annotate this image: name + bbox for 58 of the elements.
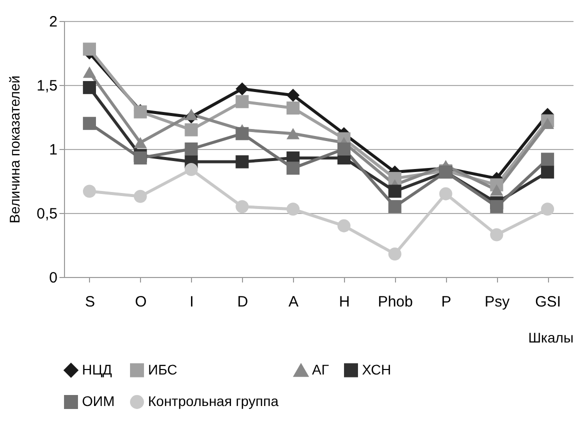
point	[490, 184, 504, 196]
y-tick-label: 0,5	[36, 206, 58, 222]
x-tick-label: O	[135, 294, 147, 310]
point	[82, 116, 96, 130]
point	[82, 81, 96, 94]
point	[134, 136, 147, 148]
point	[490, 200, 504, 214]
point	[184, 162, 198, 176]
point	[134, 151, 147, 164]
legend-label: НЦД	[82, 361, 112, 378]
point	[184, 123, 198, 136]
point	[286, 162, 300, 175]
y-tick-label: 1,5	[36, 78, 58, 94]
point	[184, 108, 198, 120]
legend-label: ИБС	[148, 361, 178, 378]
x-axis-title: Шкалы	[528, 330, 574, 346]
point	[184, 142, 198, 156]
point	[82, 66, 96, 78]
point	[286, 202, 300, 216]
x-tick-label: Phob	[378, 294, 413, 310]
point	[541, 152, 554, 166]
y-tick-label: 2	[49, 14, 58, 30]
point	[541, 166, 554, 179]
point	[286, 88, 300, 102]
x-tick-label: S	[84, 294, 95, 310]
x-tick-label: D	[237, 294, 248, 310]
y-tick-label: 0	[49, 270, 58, 286]
x-tick-label: A	[288, 294, 299, 310]
point	[82, 184, 96, 198]
point	[82, 42, 96, 56]
point	[439, 187, 452, 200]
legend-label: АГ	[312, 362, 330, 378]
x-tick-label: I	[190, 294, 194, 310]
point	[286, 128, 300, 140]
x-tick-label: H	[339, 294, 350, 310]
point	[236, 95, 249, 108]
point	[236, 155, 249, 168]
point	[388, 247, 402, 260]
y-tick-label: 1	[49, 142, 58, 158]
point	[490, 228, 504, 242]
point	[337, 219, 350, 232]
point	[337, 142, 350, 156]
x-tick-label: Psy	[484, 294, 510, 310]
point	[236, 82, 249, 96]
x-tick-label: GSI	[535, 294, 561, 310]
y-axis-title: Величина показателей	[6, 76, 23, 224]
legend-label: ОИМ	[82, 393, 115, 409]
point	[236, 127, 249, 140]
point	[541, 118, 554, 130]
legend-label: Контрольная группа	[148, 393, 279, 409]
point	[236, 200, 249, 214]
point	[286, 102, 300, 115]
legend-label: ХСН	[362, 361, 392, 378]
point	[134, 190, 147, 203]
x-tick-label: P	[441, 294, 452, 310]
point	[388, 184, 402, 198]
point	[388, 200, 402, 214]
point	[541, 202, 554, 216]
